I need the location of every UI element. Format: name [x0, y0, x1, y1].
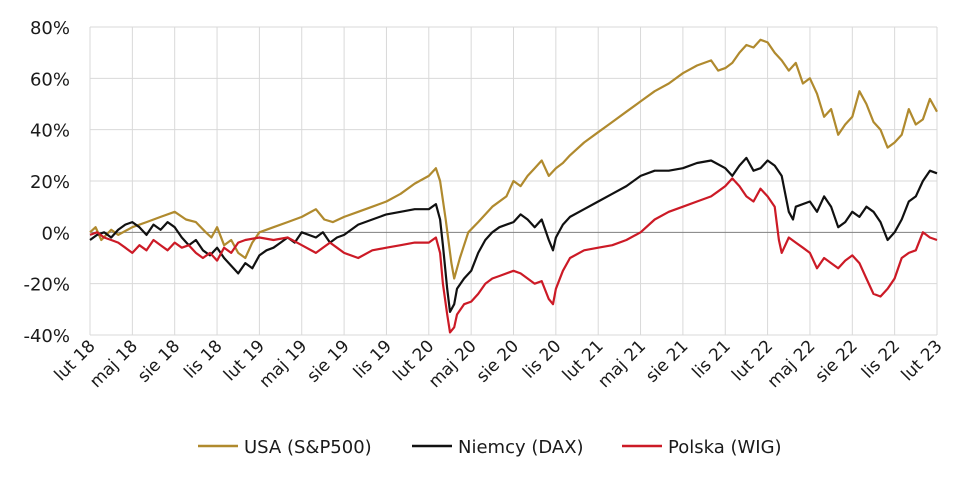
x-tick-label: maj 22 [764, 336, 820, 392]
x-tick-label: lis 22 [858, 336, 904, 382]
x-tick-label: lis 19 [350, 336, 396, 382]
y-tick-label: 60% [30, 69, 70, 90]
series-line-niemcy-dax [89, 156, 938, 313]
x-tick-label: lis 21 [689, 336, 735, 382]
x-tick-label: sie 21 [642, 336, 692, 386]
legend-label: USA (S&P500) [244, 437, 372, 458]
legend-item: Niemcy (DAX) [412, 437, 584, 458]
legend-label: Niemcy (DAX) [458, 437, 584, 458]
legend-item: USA (S&P500) [198, 437, 372, 458]
x-tick-label: maj 18 [86, 336, 142, 392]
x-tick-label: sie 20 [473, 336, 523, 386]
legend-label: Polska (WIG) [668, 437, 782, 458]
legend: USA (S&P500) Niemcy (DAX) Polska (WIG) [198, 437, 782, 458]
y-tick-label: 0% [41, 223, 70, 244]
x-tick-label: sie 19 [303, 336, 353, 386]
y-axis: -40% -20% 0% 20% 40% 60% 80% [23, 18, 70, 347]
x-tick-label: sie 22 [812, 336, 862, 386]
y-tick-label: -20% [23, 275, 70, 296]
x-tick-label: lut 23 [898, 336, 947, 385]
series-lines [89, 38, 938, 334]
y-tick-label: 20% [30, 172, 70, 193]
x-tick-label: sie 18 [134, 336, 184, 386]
y-tick-label: 40% [30, 121, 70, 142]
x-tick-label: maj 19 [256, 336, 312, 392]
x-tick-label: maj 20 [425, 336, 481, 392]
x-tick-label: lis 18 [180, 336, 226, 382]
series-line-polska-wig [89, 177, 938, 334]
legend-item: Polska (WIG) [622, 437, 782, 458]
x-tick-label: lis 20 [519, 336, 565, 382]
y-tick-label: 80% [30, 18, 70, 39]
x-tick-label: maj 21 [594, 336, 650, 392]
y-tick-label: -40% [23, 326, 70, 347]
